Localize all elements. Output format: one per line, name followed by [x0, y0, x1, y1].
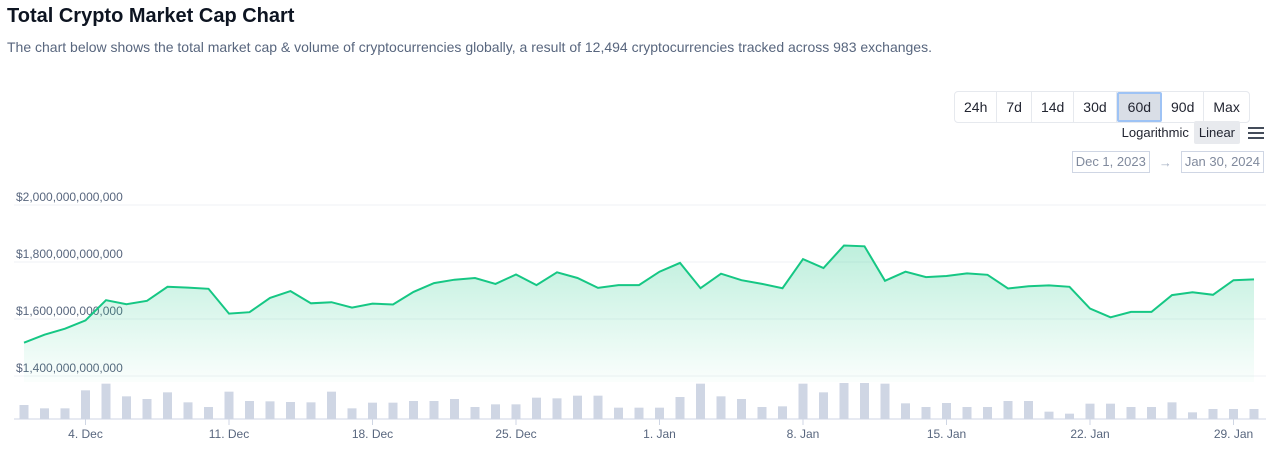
volume-bar — [716, 396, 726, 419]
x-tick-label: 18. Dec — [352, 427, 393, 441]
volume-bar — [409, 401, 418, 419]
volume-bar — [860, 383, 869, 419]
volume-bar — [1126, 407, 1136, 419]
volume-bar — [839, 383, 849, 419]
volume-bar — [286, 402, 295, 419]
x-tick-label: 11. Dec — [209, 427, 249, 441]
volume-bar — [450, 399, 459, 419]
x-tick-label: 4. Dec — [68, 427, 103, 441]
time-range-selector: 24h 7d 14d 30d 60d 90d Max — [954, 91, 1250, 123]
page-description: The chart below shows the total market c… — [7, 39, 932, 55]
x-tick-label: 1. Jan — [643, 427, 676, 441]
volume-bar — [368, 402, 377, 419]
volume-bar — [40, 408, 49, 419]
volume-bar — [1249, 409, 1259, 419]
volume-bars — [19, 383, 1259, 419]
y-tick-label: $1,800,000,000,000 — [16, 247, 123, 261]
arrow-right-icon: → — [1158, 154, 1172, 170]
volume-bar — [757, 407, 767, 419]
volume-bar — [1003, 401, 1013, 419]
volume-bar — [819, 392, 828, 419]
volume-bar — [511, 404, 521, 419]
volume-bar — [921, 407, 931, 419]
volume-bar — [593, 395, 603, 419]
volume-bar — [655, 407, 664, 419]
volume-bar — [532, 397, 541, 419]
volume-bar — [470, 407, 480, 419]
volume-bar — [737, 399, 746, 419]
volume-bar — [1044, 411, 1054, 419]
volume-bar — [1167, 402, 1177, 419]
volume-bar — [634, 407, 644, 419]
x-tick-label: 29. Jan — [1214, 427, 1253, 441]
volume-bar — [962, 407, 972, 419]
x-tick-label: 25. Dec — [495, 427, 536, 441]
volume-bar — [306, 402, 316, 419]
volume-bar — [983, 407, 992, 419]
volume-bar — [614, 407, 623, 419]
volume-bar — [245, 401, 254, 419]
volume-bar — [696, 383, 705, 419]
page-title: Total Crypto Market Cap Chart — [7, 5, 295, 27]
volume-bar — [163, 392, 172, 419]
volume-bar — [880, 383, 890, 419]
date-range: Dec 1, 2023 → Jan 30, 2024 — [1071, 151, 1264, 173]
volume-bar — [388, 402, 398, 419]
volume-bar — [1147, 407, 1156, 419]
logarithmic-scale-button[interactable]: Logarithmic — [1121, 125, 1189, 140]
volume-bar — [1188, 412, 1197, 419]
range-30d-button[interactable]: 30d — [1074, 92, 1117, 122]
y-tick-label: $2,000,000,000,000 — [16, 190, 123, 204]
volume-bar — [19, 405, 29, 419]
volume-bar — [142, 399, 152, 419]
hamburger-menu-icon[interactable] — [1248, 126, 1264, 139]
date-to-input[interactable]: Jan 30, 2024 — [1180, 151, 1264, 173]
volume-bar — [60, 408, 70, 419]
volume-bar — [1106, 403, 1115, 419]
volume-bar — [675, 397, 685, 419]
volume-bar — [347, 408, 357, 419]
x-tick-label: 8. Jan — [787, 427, 820, 441]
volume-bar — [778, 406, 787, 419]
range-7d-button[interactable]: 7d — [997, 92, 1032, 122]
range-60d-button[interactable]: 60d — [1116, 92, 1163, 122]
volume-bar — [224, 391, 234, 419]
market-cap-area — [24, 245, 1254, 382]
date-from-input[interactable]: Dec 1, 2023 — [1071, 151, 1150, 173]
range-max-button[interactable]: Max — [1213, 99, 1240, 115]
volume-bar — [552, 398, 562, 419]
volume-bar — [1024, 401, 1033, 419]
volume-bar — [183, 402, 193, 419]
volume-bar — [327, 391, 336, 419]
volume-bar — [1208, 409, 1218, 419]
range-14d-button[interactable]: 14d — [1032, 92, 1075, 122]
volume-bar — [1229, 409, 1238, 419]
volume-bar — [1085, 403, 1095, 419]
volume-bar — [81, 390, 90, 419]
market-cap-line — [23, 244, 1255, 344]
x-tick-label: 22. Jan — [1070, 427, 1109, 441]
linear-scale-button[interactable]: Linear — [1193, 121, 1240, 144]
volume-bar — [122, 396, 131, 419]
volume-bar — [204, 407, 213, 419]
scale-selector: Logarithmic Linear — [1117, 121, 1264, 144]
volume-bar — [942, 403, 951, 419]
volume-bar — [798, 383, 808, 419]
range-24h-button[interactable]: 24h — [955, 92, 998, 122]
volume-bar — [901, 403, 910, 419]
volume-bar — [573, 395, 582, 419]
x-tick-label: 15. Jan — [927, 427, 966, 441]
volume-bar — [1065, 413, 1074, 419]
x-axis: 4. Dec 11. Dec 18. Dec 25. Dec 1. Jan 8. Jan 1… — [68, 419, 1253, 441]
volume-bar — [265, 401, 275, 419]
volume-bar — [101, 383, 111, 419]
volume-bar — [491, 404, 500, 419]
volume-bar — [429, 401, 439, 419]
range-90d-button[interactable]: 90d — [1162, 92, 1205, 122]
